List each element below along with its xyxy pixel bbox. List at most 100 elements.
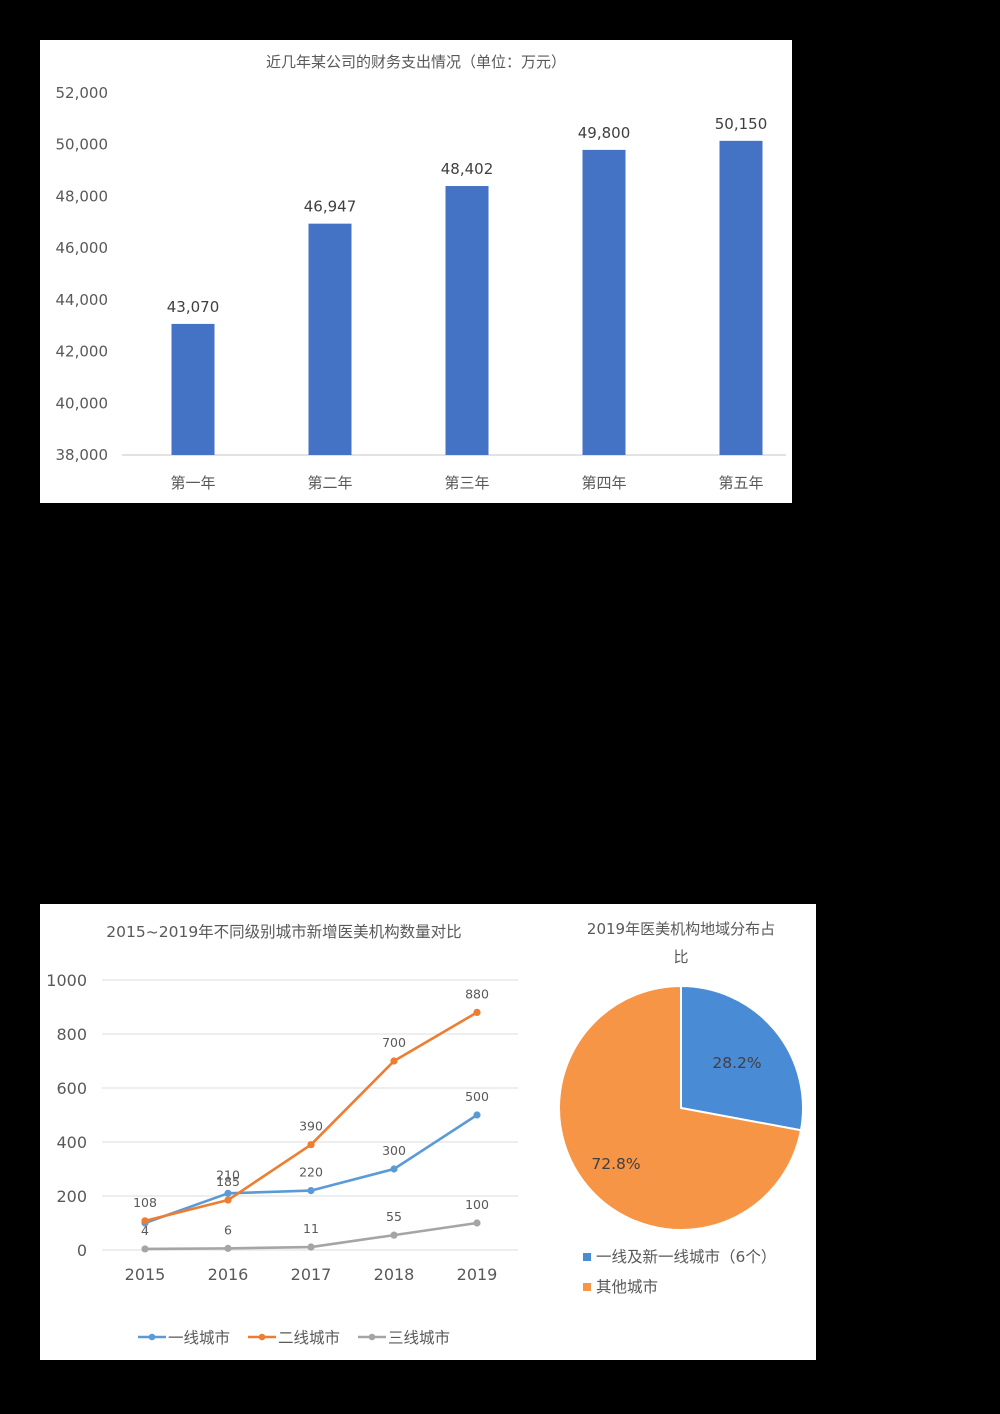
data-label: 700 — [382, 1035, 406, 1050]
bar-value-label: 50,150 — [715, 115, 768, 133]
line-chart-series: 4 6 11 55 100 210 220 300 500 108 185 390 700 880 — [133, 986, 489, 1253]
line-y-tick-label: 0 — [77, 1241, 87, 1260]
bar — [308, 223, 352, 455]
data-point — [473, 1008, 481, 1016]
data-label: 390 — [299, 1119, 323, 1134]
line-series-3: 4 6 11 55 100 — [141, 1197, 489, 1253]
data-label: 880 — [465, 986, 489, 1001]
bar — [445, 186, 489, 455]
pie-chart-title-line-1: 2019年医美机构地域分布占 — [587, 920, 775, 938]
line-chart-legend: 一线城市 二线城市 三线城市 — [138, 1329, 450, 1347]
bar — [582, 149, 626, 455]
pie-legend-label: 其他城市 — [596, 1278, 658, 1296]
bar-chart: 近几年某公司的财务支出情况（单位：万元） 38,000 40,000 42,000 4… — [56, 53, 786, 492]
legend-marker-icon — [148, 1333, 156, 1341]
data-label: 185 — [216, 1174, 240, 1189]
bar-chart-panel: 近几年某公司的财务支出情况（单位：万元） 38,000 40,000 42,000 4… — [40, 40, 792, 503]
pie-chart-slices: 28.2% 72.8% — [558, 984, 804, 1231]
bar-chart-x-axis: 第一年 第二年 第三年 第四年 第五年 — [170, 474, 763, 492]
pie-slice — [680, 984, 804, 1132]
line-pie-chart-panel: 2015~2019年不同级别城市新增医美机构数量对比 0 200 400 600 800… — [40, 904, 816, 1360]
pie-chart-title-line-2: 比 — [673, 948, 688, 966]
bar-value-label: 48,402 — [441, 160, 494, 178]
legend-item: 一线城市 — [138, 1329, 230, 1347]
bar-chart-bars: 43,070 46,947 48,402 49,800 50,150 — [167, 115, 768, 455]
pie-legend-label: 一线及新一线城市（6个） — [596, 1248, 776, 1266]
line-x-tick-label: 2017 — [291, 1265, 332, 1284]
line-y-tick-label: 600 — [56, 1079, 87, 1098]
legend-swatch-icon — [583, 1253, 591, 1261]
line-pie-charts: 2015~2019年不同级别城市新增医美机构数量对比 0 200 400 600 800… — [46, 920, 804, 1347]
bar-y-tick-label: 46,000 — [56, 239, 109, 257]
bar-category-label: 第三年 — [444, 474, 489, 492]
legend-item: 三线城市 — [358, 1329, 450, 1347]
pie-chart-legend: 一线及新一线城市（6个） 其他城市 — [583, 1248, 776, 1296]
data-label: 6 — [224, 1222, 232, 1237]
legend-label: 三线城市 — [388, 1329, 450, 1347]
data-label: 55 — [386, 1209, 402, 1224]
data-point — [390, 1165, 398, 1173]
data-label: 500 — [465, 1089, 489, 1104]
line-y-tick-label: 800 — [56, 1025, 87, 1044]
line-x-tick-label: 2015 — [125, 1265, 166, 1284]
data-point — [473, 1219, 481, 1227]
line-chart-x-axis: 2015 2016 2017 2018 2019 — [125, 1265, 498, 1284]
data-label: 210 — [216, 1167, 240, 1182]
line-chart-y-axis: 0 200 400 600 800 1000 — [46, 971, 87, 1260]
bar-value-label: 46,947 — [304, 198, 357, 216]
bar-category-label: 第一年 — [170, 474, 215, 492]
data-label: 100 — [465, 1197, 489, 1212]
bar-chart-y-axis: 38,000 40,000 42,000 44,000 46,000 48,000 50,0… — [56, 84, 109, 464]
legend-item: 二线城市 — [248, 1329, 340, 1347]
bar-value-label: 49,800 — [578, 124, 631, 142]
line-chart-title: 2015~2019年不同级别城市新增医美机构数量对比 — [106, 923, 461, 941]
bar-y-tick-label: 40,000 — [56, 394, 109, 412]
data-point — [473, 1111, 481, 1119]
data-label: 300 — [382, 1143, 406, 1158]
line-x-tick-label: 2019 — [457, 1265, 498, 1284]
data-point — [390, 1057, 398, 1065]
line-chart-gridlines — [102, 979, 518, 1251]
pie-legend-item: 其他城市 — [583, 1278, 658, 1296]
pie-slice — [558, 984, 803, 1231]
bar-y-tick-label: 38,000 — [56, 446, 109, 464]
bar-category-label: 第四年 — [581, 474, 626, 492]
data-point — [307, 1187, 315, 1195]
bar — [171, 323, 215, 455]
pie-slice-label: 28.2% — [712, 1054, 761, 1072]
bar-value-label: 43,070 — [167, 298, 220, 316]
pie-legend-item: 一线及新一线城市（6个） — [583, 1248, 776, 1266]
line-x-tick-label: 2018 — [374, 1265, 415, 1284]
line-y-tick-label: 400 — [56, 1133, 87, 1152]
data-label: 108 — [133, 1195, 157, 1210]
data-label: 11 — [303, 1221, 319, 1236]
bar-y-tick-label: 50,000 — [56, 136, 109, 154]
pie-slice-label: 72.8% — [591, 1155, 640, 1173]
legend-swatch-icon — [583, 1283, 591, 1291]
line-y-tick-label: 200 — [56, 1187, 87, 1206]
data-label: 4 — [141, 1223, 149, 1238]
legend-label: 二线城市 — [278, 1329, 340, 1347]
bar-y-tick-label: 42,000 — [56, 343, 109, 361]
data-point — [224, 1189, 232, 1197]
bar-chart-title: 近几年某公司的财务支出情况（单位：万元） — [266, 53, 566, 71]
data-point — [307, 1243, 315, 1251]
legend-marker-icon — [368, 1333, 376, 1341]
bar-category-label: 第二年 — [307, 474, 352, 492]
legend-label: 一线城市 — [168, 1329, 230, 1347]
bar-category-label: 第五年 — [718, 474, 763, 492]
data-point — [390, 1231, 398, 1239]
data-point — [224, 1196, 232, 1204]
data-point — [224, 1244, 232, 1252]
data-point — [141, 1217, 149, 1225]
bar-y-tick-label: 52,000 — [56, 84, 109, 102]
data-point — [307, 1141, 315, 1149]
legend-marker-icon — [258, 1333, 266, 1341]
data-point — [141, 1245, 149, 1253]
bar-y-tick-label: 48,000 — [56, 187, 109, 205]
data-label: 220 — [299, 1165, 323, 1180]
line-y-tick-label: 1000 — [46, 971, 87, 990]
bar — [719, 140, 763, 455]
line-x-tick-label: 2016 — [208, 1265, 249, 1284]
line-series-1: 210 220 300 500 — [141, 1089, 489, 1227]
